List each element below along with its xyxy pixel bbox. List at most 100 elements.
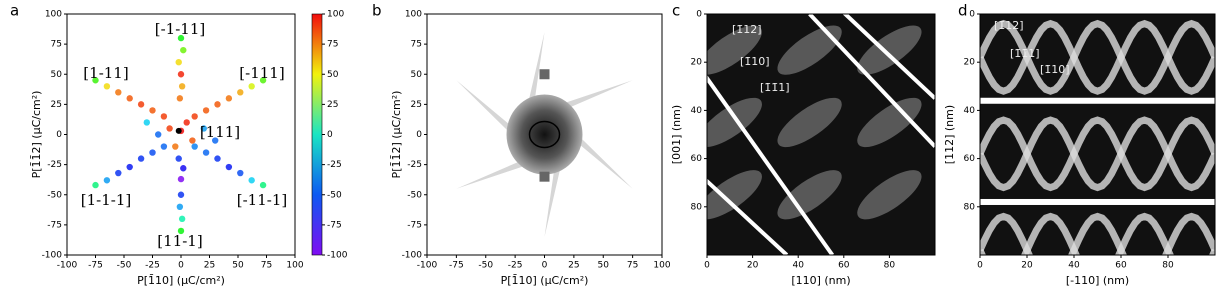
x-tick-label: -100 <box>417 261 438 271</box>
annotation: [-11-1] <box>237 191 287 209</box>
scatter-point <box>202 149 210 156</box>
y-tick-label: 0 <box>969 10 975 20</box>
x-tick-label: -25 <box>508 261 523 271</box>
y-tick-label: -75 <box>407 220 422 230</box>
y-axis-label: [001] (nm) <box>670 105 683 164</box>
scatter-point <box>237 89 244 96</box>
scatter-point <box>115 89 122 96</box>
scatter-point <box>103 83 111 90</box>
y-tick-label: -25 <box>407 160 422 170</box>
annotation: [1̄12] <box>994 19 1024 32</box>
y-tick-label: -25 <box>47 160 62 170</box>
x-tick-label: 100 <box>653 261 670 271</box>
y-tick-label: 40 <box>691 106 703 116</box>
panel-label: b <box>372 2 382 20</box>
annotation: [111] <box>200 123 240 141</box>
scatter-point <box>259 181 267 189</box>
x-tick-label: -75 <box>449 261 464 271</box>
scatter-point <box>176 203 184 210</box>
colorbar-tick-label: 0 <box>327 130 333 140</box>
axes-frame <box>979 13 1216 256</box>
colorbar-tick-label: 100 <box>327 10 344 20</box>
y-tick-label: 0 <box>56 130 62 140</box>
image-wall <box>808 14 935 148</box>
heatmap-spot <box>539 69 550 80</box>
colorbar-tick-label: -100 <box>327 251 348 261</box>
x-axis-label: [-110] (nm) <box>1066 274 1129 287</box>
scatter-point <box>172 143 179 150</box>
scatter-point <box>92 77 99 84</box>
image-wall <box>707 178 789 255</box>
x-tick-label: -50 <box>117 261 132 271</box>
x-tick-label: -25 <box>145 261 160 271</box>
y-tick-label: -100 <box>402 251 423 261</box>
scatter-point <box>92 181 99 189</box>
colorbar-tick-label: -75 <box>327 220 342 230</box>
x-tick-label: 0 <box>178 261 184 271</box>
colorbar-tick-label: -50 <box>327 190 342 200</box>
annotation: [-111] <box>239 64 284 82</box>
scatter-point <box>178 215 186 223</box>
y-tick-label: 75 <box>51 40 62 50</box>
colorbar <box>311 13 323 256</box>
scatter-point <box>149 107 156 114</box>
scatter-point <box>177 227 185 235</box>
x-axis-label: P[1̄10] (μC/cm²) <box>137 274 225 287</box>
annotation: [1-1-1] <box>81 191 131 209</box>
x-tick-label: 75 <box>261 261 272 271</box>
x-tick-label: 40 <box>792 261 804 271</box>
scatter-point <box>177 34 185 42</box>
scatter-point <box>175 59 182 66</box>
annotation: [1-11] <box>83 64 128 82</box>
heatmap-spot <box>539 171 550 182</box>
y-tick-label: 60 <box>691 154 703 164</box>
scatter-point <box>189 137 196 144</box>
image-domain <box>857 97 922 148</box>
y-tick-label: 100 <box>405 10 422 20</box>
scatter-point <box>248 177 255 184</box>
x-tick-label: 60 <box>1115 261 1127 271</box>
x-tick-label: 25 <box>204 261 215 271</box>
y-tick-label: 0 <box>416 130 422 140</box>
y-tick-label: 80 <box>691 202 703 212</box>
image-domain <box>777 25 842 75</box>
y-tick-label: 80 <box>964 202 976 212</box>
scatter-point <box>137 101 145 108</box>
image-domain <box>777 170 842 220</box>
y-axis-label: [112] (nm) <box>943 105 956 164</box>
scatter-point <box>214 101 221 108</box>
image-wall <box>707 74 835 255</box>
colorbar-tick-label: 75 <box>327 40 338 50</box>
heatmap-core <box>506 94 583 175</box>
image-domain <box>857 170 922 220</box>
x-tick-label: -50 <box>478 261 493 271</box>
x-tick-label: 20 <box>1021 261 1033 271</box>
scatter-point <box>248 83 255 90</box>
image-domain <box>777 97 842 148</box>
image-wall <box>842 14 935 100</box>
x-axis-label: P[1̄10] (μC/cm²) <box>501 274 589 287</box>
scatter-point <box>126 163 133 171</box>
colorbar-tick-label: 50 <box>327 70 339 80</box>
scatter-point <box>177 191 185 198</box>
image-domain <box>707 25 762 75</box>
scatter-point <box>160 113 168 120</box>
scatter-point <box>191 143 198 150</box>
x-tick-label: 25 <box>568 261 579 271</box>
scatter-point <box>259 77 267 84</box>
x-tick-label: -75 <box>88 261 103 271</box>
scatter-point <box>103 177 111 184</box>
image-wave <box>980 212 1215 255</box>
x-tick-label: 80 <box>884 261 896 271</box>
y-tick-label: -75 <box>47 220 62 230</box>
y-axis-label: P[1̄1̄2] (μC/cm²) <box>30 91 43 179</box>
image-wave <box>980 116 1215 192</box>
y-tick-label: 20 <box>691 58 703 68</box>
scatter-point <box>160 143 168 150</box>
scatter-point <box>166 125 173 132</box>
image-domain <box>857 25 922 75</box>
y-tick-label: 40 <box>964 106 976 116</box>
image <box>707 14 935 255</box>
scatter-point <box>180 165 187 172</box>
annotation: [1̄12] <box>732 23 762 36</box>
